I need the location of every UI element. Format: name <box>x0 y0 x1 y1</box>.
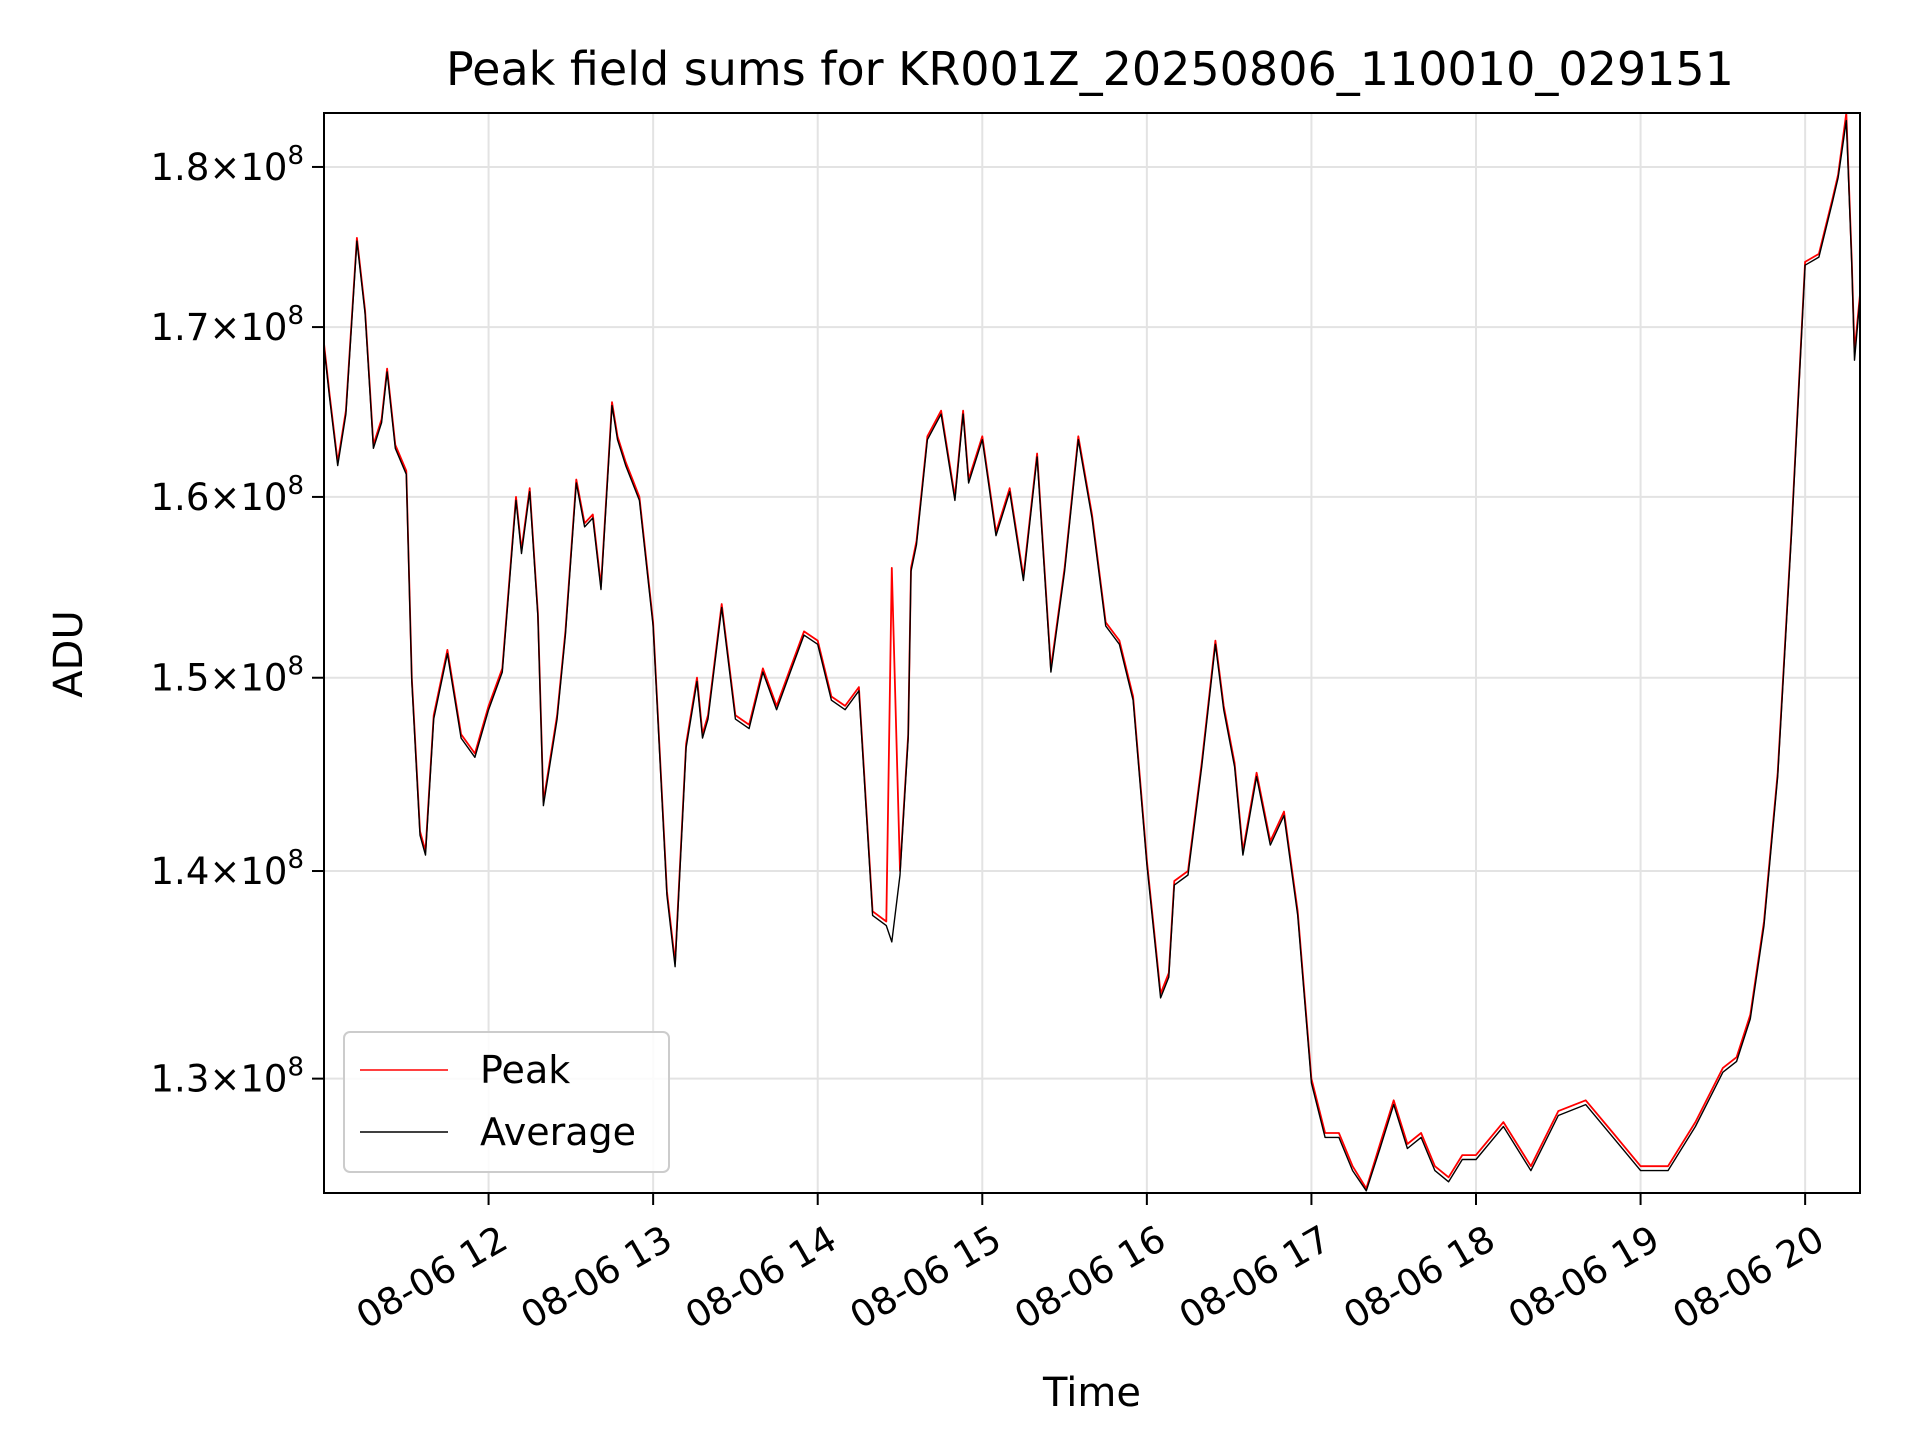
y-tick-label: 1.3×108 <box>151 1053 304 1101</box>
y-tick-exponent: 8 <box>287 471 304 501</box>
legend-label-peak: Peak <box>480 1048 570 1092</box>
legend: Peak Average <box>343 1031 670 1173</box>
grid <box>324 113 1860 1193</box>
y-tick-exponent: 8 <box>287 301 304 331</box>
legend-box <box>343 1031 670 1173</box>
y-axis: 1.3×108 1.4×108 1.5×108 1.6×108 1.7×108 1.8×1… <box>151 141 324 1101</box>
series-lines <box>323 112 1861 1192</box>
y-tick-exponent: 8 <box>287 1053 304 1083</box>
x-axis-label: Time <box>1042 1370 1141 1416</box>
y-tick-label: 1.8×108 <box>151 141 304 189</box>
legend-label-average: Average <box>480 1110 636 1154</box>
y-tick-mantissa: 1.4 <box>151 850 210 893</box>
y-tick-exponent: 8 <box>287 652 304 682</box>
chart-title: Peak field sums for KR001Z_20250806_1100… <box>446 42 1734 96</box>
y-tick-label: 1.5×108 <box>151 652 304 700</box>
y-tick-label: 1.7×108 <box>151 301 304 349</box>
y-tick-exponent: 8 <box>287 141 304 171</box>
series-line-average <box>323 119 1861 1192</box>
y-tick-mantissa: 1.7 <box>151 306 210 349</box>
plot-frame <box>323 112 1861 1194</box>
y-axis-label: ADU <box>46 610 92 697</box>
y-tick-mantissa: 1.6 <box>151 476 210 519</box>
y-tick-exponent: 8 <box>287 845 304 875</box>
y-tick-mantissa: 1.5 <box>151 657 210 700</box>
y-tick-mantissa: 1.3 <box>151 1058 210 1101</box>
y-tick-label: 1.6×108 <box>151 471 304 519</box>
y-tick-mantissa: 1.8 <box>151 146 210 189</box>
y-tick-label: 1.4×108 <box>151 845 304 893</box>
